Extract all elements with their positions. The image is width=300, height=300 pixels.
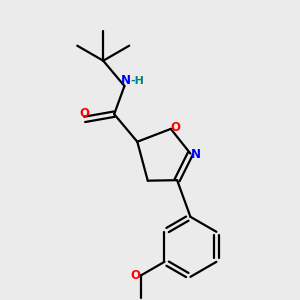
Text: -H: -H xyxy=(130,76,144,85)
Text: O: O xyxy=(80,107,90,121)
Text: O: O xyxy=(170,121,180,134)
Text: O: O xyxy=(130,269,140,282)
Text: N: N xyxy=(191,148,201,160)
Text: N: N xyxy=(121,74,131,87)
